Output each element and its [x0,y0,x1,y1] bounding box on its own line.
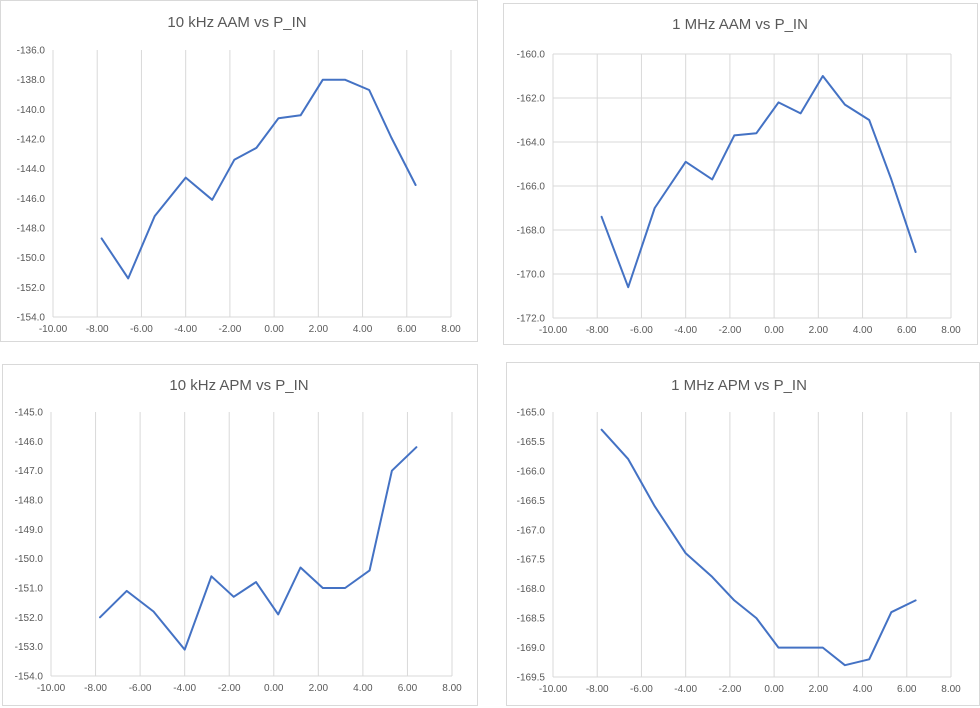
x-tick-label: 4.00 [353,324,373,335]
x-tick-label: -2.00 [718,684,741,695]
x-tick-label: 6.00 [897,684,917,695]
y-tick-label: -166.0 [517,466,546,477]
y-tick-label: -145.0 [15,408,44,419]
y-tick-label: -148.0 [15,496,44,507]
y-tick-label: -160.0 [517,50,546,61]
y-tick-label: -168.5 [517,614,546,625]
x-tick-label: -10.00 [539,684,568,695]
chart-panel-4: 1 MHz APM vs P_IN -10.00 -8.00 -6.00 -4.00 -2… [506,362,980,706]
x-tick-label: -6.00 [129,683,152,694]
x-tick-label: -8.00 [84,683,107,694]
x-tick-label: -6.00 [130,324,153,335]
series-line [600,428,917,667]
x-tick-label: -2.00 [218,324,241,335]
series-line [100,78,417,280]
y-tick-label: -142.0 [17,135,46,146]
x-tick-label: 6.00 [897,325,917,336]
y-tick-label: -146.0 [17,194,46,205]
y-tick-label: -150.0 [15,554,44,565]
y-tick-label: -165.0 [517,408,546,419]
y-tick-label: -144.0 [17,164,46,175]
x-tick-label: -10.00 [39,324,68,335]
chart-title: 10 kHz APM vs P_IN [169,377,308,394]
x-tick-label: 0.00 [764,684,784,695]
x-tick-label: -4.00 [174,324,197,335]
series-line [99,446,418,651]
y-tick-label: -151.0 [15,584,44,595]
chart-panel-3: 10 kHz APM vs P_IN -10.00 -8.00 -6.00 -4.00 -… [2,364,478,706]
x-tick-label: 8.00 [941,684,961,695]
y-tick-label: -154.0 [15,672,44,683]
x-tick-label: 6.00 [398,683,418,694]
x-tick-label: 8.00 [941,325,961,336]
y-tick-label: -153.0 [15,642,44,653]
y-tick-label: -167.5 [517,555,546,566]
chart-title: 1 MHz APM vs P_IN [671,377,807,394]
x-tick-label: -4.00 [674,325,697,336]
y-tick-label: -168.0 [517,584,546,595]
y-tick-label: -147.0 [15,466,44,477]
x-tick-label: -6.00 [630,325,653,336]
x-tick-label: -2.00 [718,325,741,336]
x-tick-label: 2.00 [809,325,829,336]
y-tick-label: -169.5 [517,673,546,684]
chart-title: 10 kHz AAM vs P_IN [167,14,306,31]
y-tick-label: -168.0 [517,226,546,237]
y-tick-label: -138.0 [17,75,46,86]
chart-10khz-apm: 10 kHz APM vs P_IN -10.00 -8.00 -6.00 -4.00 -… [15,377,463,694]
x-tick-label: -8.00 [586,684,609,695]
y-tick-label: -165.5 [517,437,546,448]
x-tick-label: 4.00 [853,325,873,336]
x-tick-label: -8.00 [586,325,609,336]
chart-panel-1: 10 kHz AAM vs P_IN -10.00 -8.00 -6.00 -4.00 -… [0,0,478,342]
y-tick-label: -154.0 [17,313,46,324]
series-line [600,75,917,289]
x-tick-label: 4.00 [353,683,373,694]
chart-1mhz-aam: 1 MHz AAM vs P_IN -10.00 -8.00 -6.00 -4.00 -2… [517,16,962,336]
x-tick-label: -10.00 [37,683,66,694]
y-tick-label: -149.0 [15,525,44,536]
y-tick-label: -140.0 [17,105,46,116]
y-tick-label: -169.0 [517,643,546,654]
y-tick-label: -172.0 [517,314,546,325]
x-tick-label: -10.00 [539,325,568,336]
y-tick-label: -170.0 [517,270,546,281]
chart-title: 1 MHz AAM vs P_IN [672,16,808,33]
y-tick-label: -150.0 [17,253,46,264]
x-tick-label: -2.00 [218,683,241,694]
x-tick-label: 0.00 [764,325,784,336]
x-tick-label: 4.00 [853,684,873,695]
x-tick-label: 2.00 [809,684,829,695]
x-tick-label: 0.00 [264,683,284,694]
y-tick-label: -164.0 [517,138,546,149]
x-tick-label: -4.00 [674,684,697,695]
chart-10khz-aam: 10 kHz AAM vs P_IN -10.00 -8.00 -6.00 -4.00 -… [17,14,462,335]
x-tick-label: 2.00 [309,683,329,694]
x-tick-label: 8.00 [441,324,461,335]
y-tick-label: -152.0 [15,613,44,624]
y-tick-label: -146.0 [15,437,44,448]
y-tick-label: -166.5 [517,496,546,507]
chart-panel-2: 1 MHz AAM vs P_IN -10.00 -8.00 -6.00 -4.00 -2… [503,3,978,345]
y-tick-label: -167.0 [517,525,546,536]
chart-1mhz-apm: 1 MHz APM vs P_IN -10.00 -8.00 -6.00 -4.00 -2… [517,377,962,695]
y-tick-label: -136.0 [17,46,46,57]
y-tick-label: -166.0 [517,182,546,193]
y-tick-label: -148.0 [17,224,46,235]
y-tick-label: -162.0 [517,94,546,105]
x-tick-label: -4.00 [173,683,196,694]
x-tick-label: 8.00 [442,683,462,694]
x-tick-label: -8.00 [86,324,109,335]
y-tick-label: -152.0 [17,283,46,294]
x-tick-label: 6.00 [397,324,417,335]
x-tick-label: 2.00 [309,324,329,335]
x-tick-label: 0.00 [264,324,284,335]
x-tick-label: -6.00 [630,684,653,695]
